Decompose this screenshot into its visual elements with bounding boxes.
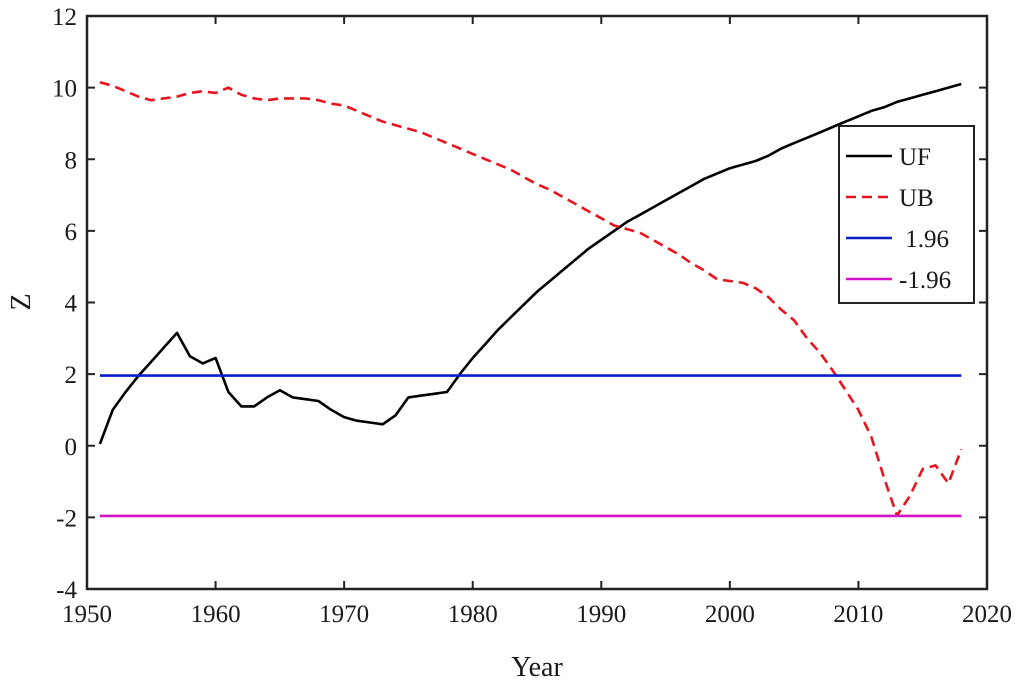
x-tick-label: 2010 [833, 601, 883, 628]
legend-label: UF [899, 144, 931, 171]
y-axis-title: Z [6, 293, 37, 310]
y-tick-label: 6 [65, 219, 78, 246]
y-tick-label: 4 [65, 291, 78, 318]
x-tick-label: 1950 [62, 601, 112, 628]
y-tick-label: -4 [56, 577, 77, 604]
x-tick-label: 1970 [319, 601, 369, 628]
y-tick-label: 2 [65, 362, 78, 389]
legend: UF UB 1.96 -1.96 [838, 125, 975, 304]
y-tick-label: 0 [65, 434, 78, 461]
x-tick-label: 2020 [962, 601, 1012, 628]
y-tick-label: 10 [52, 76, 77, 103]
x-tick-label: 2000 [705, 601, 755, 628]
x-tick-label: 1980 [448, 601, 498, 628]
x-tick-label: 1960 [191, 601, 241, 628]
legend-label: UB [899, 185, 934, 212]
legend-label: 1.96 [899, 226, 949, 253]
legend-label: -1.96 [899, 267, 951, 294]
x-tick-label: 1990 [576, 601, 626, 628]
series-line-uf [98, 82, 962, 445]
series-layer [98, 81, 963, 518]
x-axis-title: Year [511, 652, 563, 683]
y-tick-label: 8 [65, 147, 78, 174]
ticks-layer: 1950 1960 1970 1980 1990 2000 2010 2020 -4 -2 0 2 4 6… [52, 4, 1012, 628]
series-line-ub [99, 81, 963, 517]
y-tick-label: 12 [52, 4, 77, 31]
y-tick-label: -2 [56, 505, 77, 532]
